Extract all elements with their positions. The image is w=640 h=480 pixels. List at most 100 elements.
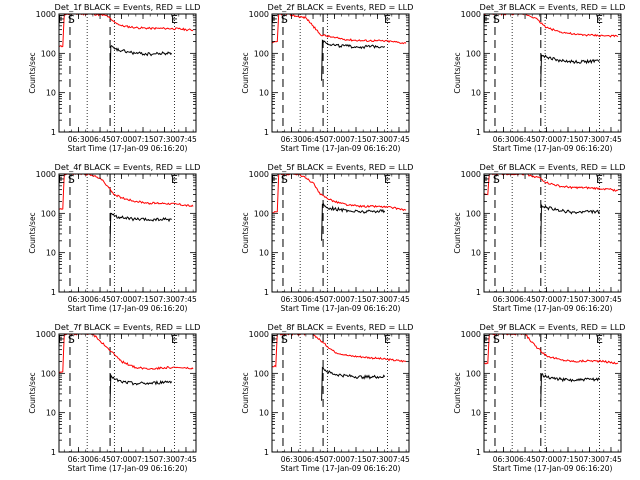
panel-title: Det_4f BLACK = Events, RED = LLD — [55, 162, 201, 172]
x-tick-label: 07:15 — [557, 455, 579, 464]
series-line-events — [321, 366, 386, 401]
x-axis-label: Start Time (17-Jan-09 06:16:20) — [281, 464, 401, 473]
x-tick-label: 07:30 — [154, 295, 176, 304]
y-tick-label: 100 — [466, 369, 481, 378]
x-axis-label: Start Time (17-Jan-09 06:16:20) — [68, 464, 188, 473]
event-marker-label: E — [58, 13, 65, 26]
x-tick-label: 07:00 — [324, 295, 346, 304]
panel-8: Det_8f BLACK = Events, RED = LLD 1 10 100 10… — [241, 322, 413, 473]
y-axis-label: Counts/sec — [453, 372, 462, 413]
y-tick-label: 10 — [471, 409, 481, 418]
panel-3: Det_3f BLACK = Events, RED = LLD 1 10 100 10… — [453, 2, 625, 153]
x-tick-label: 06:45 — [302, 295, 324, 304]
series-line-lld — [272, 334, 407, 368]
x-tick-label: 07:30 — [367, 135, 389, 144]
event-marker-label: E — [271, 173, 278, 186]
panel-data — [59, 334, 194, 401]
y-tick-label: 10 — [46, 249, 56, 258]
panel-data — [484, 334, 619, 401]
x-tick-label: 07:45 — [600, 455, 622, 464]
x-tick-label: 07:45 — [388, 135, 410, 144]
x-axis-label: Start Time (17-Jan-09 06:16:20) — [68, 304, 188, 313]
y-tick-label: 1000 — [36, 170, 56, 179]
x-tick-label: 07:00 — [324, 455, 346, 464]
event-marker-label: E — [171, 13, 178, 26]
event-marker-label: E — [483, 173, 490, 186]
y-tick-label: 1 — [264, 288, 269, 297]
x-tick-label: 06:45 — [514, 135, 536, 144]
y-tick-label: 1000 — [461, 10, 481, 19]
event-marker-label: E — [483, 333, 490, 346]
x-axis-label: Start Time (17-Jan-09 06:16:20) — [493, 464, 613, 473]
series-line-lld — [59, 334, 194, 374]
y-tick-label: 1 — [476, 448, 481, 457]
x-tick-label: 07:30 — [579, 295, 601, 304]
y-tick-label: 10 — [46, 409, 56, 418]
y-tick-label: 1 — [51, 128, 56, 137]
y-tick-label: 10 — [471, 249, 481, 258]
panel-axes-box — [271, 13, 410, 133]
x-tick-label: 06:30 — [281, 135, 303, 144]
event-marker-label: E — [384, 173, 391, 186]
panel-axes-box — [483, 13, 622, 133]
x-tick-label: 06:45 — [89, 295, 111, 304]
event-marker-label: E — [58, 333, 65, 346]
y-tick-label: 100 — [41, 369, 56, 378]
event-marker-label: S — [281, 13, 288, 26]
y-tick-label: 100 — [254, 369, 269, 378]
panel-title: Det_3f BLACK = Events, RED = LLD — [480, 2, 626, 12]
x-tick-label: 07:45 — [175, 455, 197, 464]
panel-5: Det_5f BLACK = Events, RED = LLD 1 10 100 10… — [241, 162, 413, 313]
x-tick-label: 07:15 — [345, 135, 367, 144]
x-tick-label: 07:45 — [175, 295, 197, 304]
x-tick-label: 06:45 — [514, 295, 536, 304]
x-tick-label: 07:15 — [132, 135, 154, 144]
y-tick-label: 10 — [471, 89, 481, 98]
y-axis-label: Counts/sec — [241, 212, 250, 253]
series-line-lld — [272, 14, 407, 45]
event-marker-label: E — [271, 13, 278, 26]
event-marker-label: S — [68, 333, 75, 346]
x-tick-label: 06:30 — [281, 295, 303, 304]
panel-2: Det_2f BLACK = Events, RED = LLD 1 10 100 10… — [241, 2, 413, 153]
y-tick-label: 1 — [476, 128, 481, 137]
panel-axes-box — [58, 333, 197, 453]
x-axis-label: Start Time (17-Jan-09 06:16:20) — [281, 304, 401, 313]
x-tick-label: 07:15 — [557, 135, 579, 144]
x-tick-label: 07:00 — [536, 135, 558, 144]
event-marker-label: E — [171, 173, 178, 186]
x-tick-label: 06:30 — [68, 295, 90, 304]
y-tick-label: 100 — [41, 209, 56, 218]
x-tick-label: 06:45 — [302, 455, 324, 464]
x-tick-label: 07:00 — [536, 295, 558, 304]
panel-title: Det_2f BLACK = Events, RED = LLD — [268, 2, 414, 12]
series-line-events — [540, 203, 600, 241]
y-axis-label: Counts/sec — [241, 52, 250, 93]
series-line-events — [109, 373, 173, 401]
y-axis-label: Counts/sec — [241, 372, 250, 413]
panel-data — [484, 174, 619, 241]
x-tick-label: 07:15 — [132, 455, 154, 464]
event-marker-label: S — [281, 173, 288, 186]
x-tick-label: 06:30 — [281, 455, 303, 464]
y-tick-label: 10 — [259, 249, 269, 258]
panel-axes-box — [58, 173, 197, 293]
panel-title: Det_9f BLACK = Events, RED = LLD — [480, 322, 626, 332]
event-marker-label: E — [596, 173, 603, 186]
x-axis-label: Start Time (17-Jan-09 06:16:20) — [493, 304, 613, 313]
y-axis-label: Counts/sec — [28, 52, 37, 93]
y-tick-label: 1000 — [36, 330, 56, 339]
y-tick-label: 100 — [466, 209, 481, 218]
x-tick-label: 07:15 — [345, 295, 367, 304]
y-tick-label: 1000 — [461, 330, 481, 339]
x-tick-label: 06:30 — [493, 135, 515, 144]
event-marker-label: E — [483, 13, 490, 26]
y-tick-label: 1 — [51, 448, 56, 457]
x-tick-label: 06:45 — [514, 455, 536, 464]
event-marker-label: S — [281, 333, 288, 346]
x-tick-label: 07:30 — [154, 135, 176, 144]
y-tick-label: 1 — [264, 448, 269, 457]
panel-title: Det_8f BLACK = Events, RED = LLD — [268, 322, 414, 332]
series-line-events — [540, 54, 600, 81]
